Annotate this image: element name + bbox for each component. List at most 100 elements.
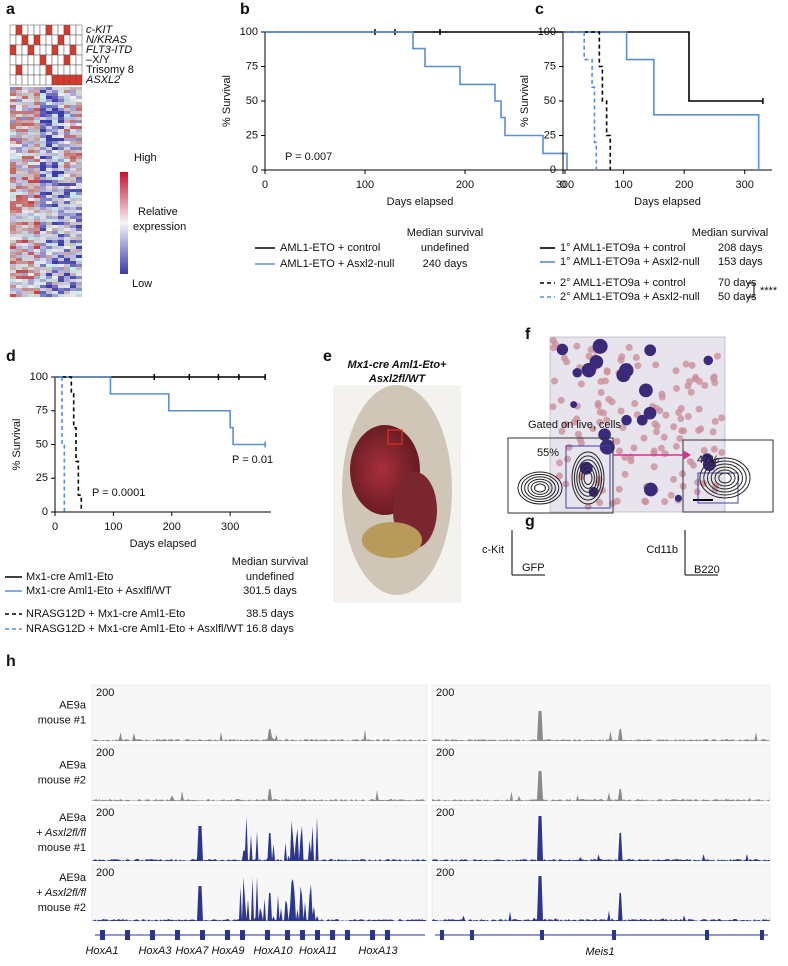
gene-name: HoxA10 xyxy=(253,945,293,957)
heatmap-cell xyxy=(22,153,28,157)
x-tick-label: 200 xyxy=(456,179,474,191)
heatmap-cell xyxy=(52,231,58,235)
heatmap-cell xyxy=(58,132,64,136)
heatmap-cell xyxy=(58,213,64,217)
heatmap-cell xyxy=(46,156,52,160)
heatmap-cell xyxy=(34,189,40,193)
track-label: AE9a xyxy=(59,759,87,771)
heatmap-cell xyxy=(40,150,46,154)
rbc xyxy=(713,352,721,360)
heatmap-cell xyxy=(28,279,34,283)
heatmap-cell xyxy=(22,198,28,202)
heatmap-cell xyxy=(46,114,52,118)
heatmap-cell xyxy=(58,123,64,127)
heatmap-cell xyxy=(52,123,58,127)
heatmap-cell xyxy=(28,132,34,136)
heatmap-cell xyxy=(34,243,40,247)
heatmap-cell xyxy=(10,183,16,187)
heatmap-cell xyxy=(10,204,16,208)
heatmap-cell xyxy=(28,237,34,241)
heatmap-cell xyxy=(58,240,64,244)
gene-name: HoxA7 xyxy=(175,945,209,957)
exon xyxy=(225,930,230,940)
heatmap-cell xyxy=(16,129,22,133)
heatmap-cell xyxy=(40,261,46,265)
heatmap-cell xyxy=(40,99,46,103)
heatmap-cell xyxy=(64,240,70,244)
panel-letter: h xyxy=(6,653,16,670)
heatmap-cell xyxy=(70,282,76,286)
heatmap-cell xyxy=(22,270,28,274)
heatmap-cell xyxy=(34,198,40,202)
track-scale: 200 xyxy=(436,867,454,879)
heatmap-cell xyxy=(46,132,52,136)
heatmap-cell xyxy=(64,144,70,148)
heatmap-cell xyxy=(28,141,34,145)
heatmap-cell xyxy=(10,135,16,139)
exon xyxy=(370,930,375,940)
heatmap-cell xyxy=(46,180,52,184)
rbc xyxy=(596,499,604,507)
heatmap-cell xyxy=(64,225,70,229)
heatmap-cell xyxy=(34,159,40,163)
survival-curve xyxy=(563,31,763,102)
heatmap-cell xyxy=(22,255,28,259)
annotation-cell xyxy=(21,24,29,36)
heatmap-cell xyxy=(76,147,82,151)
annotation-cell xyxy=(27,74,35,86)
rbc xyxy=(641,497,649,505)
track-label: mouse #2 xyxy=(38,902,86,914)
heatmap-cell xyxy=(52,246,58,250)
heatmap-cell xyxy=(64,129,70,133)
heatmap-cell xyxy=(46,201,52,205)
heatmap-cell xyxy=(22,138,28,142)
heatmap-cell xyxy=(46,105,52,109)
rbc xyxy=(613,437,621,445)
heatmap-cell xyxy=(22,150,28,154)
survival-curve xyxy=(563,31,760,170)
heatmap-cell xyxy=(58,237,64,241)
heatmap-cell xyxy=(52,243,58,247)
heatmap-cell xyxy=(76,291,82,295)
heatmap-cell xyxy=(58,153,64,157)
heatmap-cell xyxy=(52,267,58,271)
heatmap-cell xyxy=(34,225,40,229)
heatmap-cell xyxy=(16,288,22,292)
heatmap-cell xyxy=(64,195,70,199)
rbc xyxy=(701,382,709,390)
heatmap-cell xyxy=(40,195,46,199)
heatmap-cell xyxy=(22,282,28,286)
exon xyxy=(540,930,544,940)
exon xyxy=(470,930,474,940)
x-axis-title: Days elapsed xyxy=(634,196,701,208)
annotation-cell xyxy=(9,34,17,46)
blast xyxy=(674,494,682,502)
heatmap-cell xyxy=(70,288,76,292)
legend-label: Mx1-cre Aml1-Eto + Asxlfl/WT xyxy=(26,585,172,597)
heatmap-cell xyxy=(58,96,64,100)
heatmap-cell xyxy=(22,231,28,235)
heatmap-cell xyxy=(16,276,22,280)
heatmap-cell xyxy=(52,273,58,277)
heatmap-cell xyxy=(28,216,34,220)
track-signal xyxy=(92,876,427,921)
heatmap-cell xyxy=(34,120,40,124)
heatmap-cell xyxy=(16,171,22,175)
heatmap-cell xyxy=(10,243,16,247)
heatmap-cell xyxy=(58,141,64,145)
heatmap-cell xyxy=(76,132,82,136)
heatmap-cell xyxy=(16,225,22,229)
heatmap-cell xyxy=(52,174,58,178)
annotation-cell xyxy=(51,64,59,76)
heatmap-cell xyxy=(34,291,40,295)
heatmap-cell xyxy=(40,180,46,184)
heatmap-cell xyxy=(10,180,16,184)
heatmap-cell xyxy=(10,282,16,286)
heatmap-cell xyxy=(40,201,46,205)
heatmap-cell xyxy=(28,195,34,199)
annotation-cell xyxy=(69,34,77,46)
heatmap-cell xyxy=(16,201,22,205)
heatmap-cell xyxy=(34,246,40,250)
heatmap-cell xyxy=(76,288,82,292)
heatmap-cell xyxy=(10,93,16,97)
